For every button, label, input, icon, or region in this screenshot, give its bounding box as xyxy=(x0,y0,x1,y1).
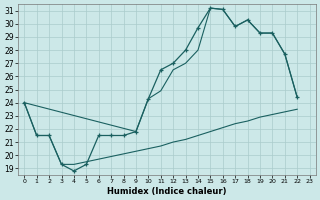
X-axis label: Humidex (Indice chaleur): Humidex (Indice chaleur) xyxy=(107,187,227,196)
